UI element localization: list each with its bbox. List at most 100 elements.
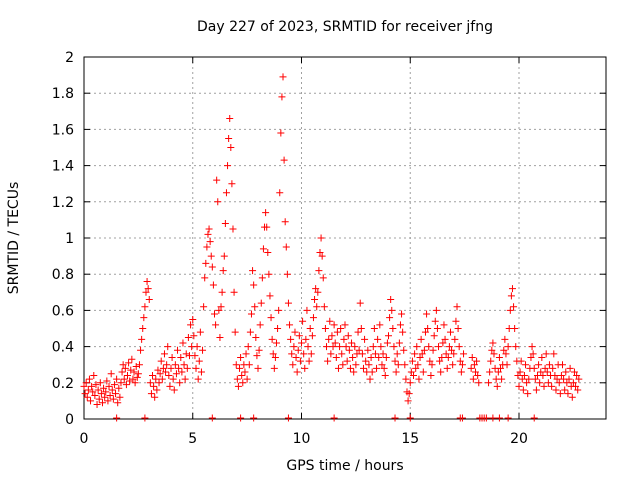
data-point bbox=[377, 343, 385, 351]
data-point bbox=[358, 350, 366, 358]
data-point bbox=[131, 379, 139, 387]
data-point bbox=[328, 332, 336, 340]
data-point bbox=[450, 350, 458, 358]
data-point bbox=[283, 270, 291, 278]
data-point bbox=[452, 317, 460, 325]
data-point bbox=[280, 156, 288, 164]
data-point bbox=[486, 368, 494, 376]
data-point bbox=[156, 370, 164, 378]
data-point bbox=[216, 334, 224, 342]
data-point bbox=[234, 382, 242, 390]
data-point bbox=[126, 377, 134, 385]
data-point bbox=[246, 328, 254, 336]
data-point bbox=[225, 134, 233, 142]
data-point bbox=[396, 321, 404, 329]
data-point bbox=[400, 346, 408, 354]
data-point bbox=[294, 346, 302, 354]
data-point bbox=[374, 335, 382, 343]
data-point bbox=[84, 386, 92, 394]
data-point bbox=[398, 310, 406, 318]
data-point bbox=[258, 274, 266, 282]
data-point bbox=[506, 306, 514, 314]
data-point bbox=[270, 364, 278, 372]
data-point bbox=[369, 343, 377, 351]
data-point bbox=[411, 350, 419, 358]
data-point bbox=[151, 393, 159, 401]
data-point bbox=[524, 390, 532, 398]
y-tick-label: 2 bbox=[65, 50, 74, 66]
data-point bbox=[432, 306, 440, 314]
data-point bbox=[539, 372, 547, 380]
data-point bbox=[305, 357, 313, 365]
data-point bbox=[388, 306, 396, 314]
data-point bbox=[119, 361, 127, 369]
data-points bbox=[80, 73, 583, 422]
data-point bbox=[204, 230, 212, 238]
data-point bbox=[407, 368, 415, 376]
data-point bbox=[146, 379, 154, 387]
data-point bbox=[504, 343, 512, 351]
data-point bbox=[116, 393, 124, 401]
data-point bbox=[508, 285, 516, 293]
zero-data-point bbox=[391, 414, 399, 422]
data-point bbox=[197, 368, 205, 376]
data-point bbox=[247, 310, 255, 318]
data-point bbox=[174, 346, 182, 354]
data-point bbox=[118, 368, 126, 376]
data-point bbox=[302, 335, 310, 343]
data-point bbox=[421, 328, 429, 336]
zero-data-point bbox=[250, 414, 258, 422]
data-point bbox=[392, 368, 400, 376]
data-point bbox=[253, 352, 261, 360]
data-point bbox=[135, 361, 143, 369]
data-point bbox=[427, 372, 435, 380]
data-point bbox=[368, 368, 376, 376]
data-point bbox=[303, 306, 311, 314]
zero-data-point bbox=[495, 414, 503, 422]
data-point bbox=[420, 346, 428, 354]
data-point bbox=[537, 368, 545, 376]
zero-data-point bbox=[406, 414, 414, 422]
y-tick-label: 0 bbox=[65, 412, 74, 428]
y-tick-label: 1.2 bbox=[52, 195, 74, 211]
data-point bbox=[129, 375, 137, 383]
data-point bbox=[431, 317, 439, 325]
data-point bbox=[350, 368, 358, 376]
zero-data-point bbox=[237, 414, 245, 422]
data-point bbox=[373, 364, 381, 372]
data-point bbox=[141, 303, 149, 311]
data-point bbox=[390, 343, 398, 351]
data-point bbox=[385, 332, 392, 340]
data-point bbox=[265, 270, 273, 278]
data-point bbox=[177, 353, 185, 361]
data-point bbox=[343, 357, 351, 365]
data-point bbox=[507, 292, 515, 300]
data-point bbox=[399, 328, 407, 336]
data-point bbox=[217, 303, 225, 311]
data-point bbox=[514, 372, 522, 380]
zero-data-point bbox=[284, 414, 292, 422]
data-point bbox=[172, 370, 180, 378]
data-point bbox=[287, 335, 295, 343]
data-point bbox=[416, 353, 424, 361]
data-point bbox=[90, 372, 98, 380]
data-point bbox=[134, 370, 142, 378]
data-point bbox=[442, 350, 450, 358]
data-point bbox=[563, 379, 571, 387]
data-point bbox=[125, 359, 133, 367]
data-point bbox=[211, 310, 218, 318]
data-point bbox=[470, 361, 478, 369]
data-point bbox=[124, 372, 131, 380]
data-point bbox=[192, 364, 200, 372]
data-point bbox=[564, 390, 572, 398]
data-point bbox=[426, 357, 434, 365]
data-point bbox=[92, 381, 100, 389]
data-point bbox=[133, 373, 141, 381]
y-tick-labels: 0 0.2 0.4 0.6 0.8 1 1.2 1.4 1.6 1.8 2 bbox=[52, 50, 74, 428]
data-point bbox=[138, 335, 146, 343]
data-point bbox=[127, 366, 135, 374]
data-point bbox=[308, 332, 316, 340]
data-point bbox=[555, 379, 563, 387]
data-point bbox=[130, 368, 138, 376]
data-point bbox=[330, 321, 338, 329]
